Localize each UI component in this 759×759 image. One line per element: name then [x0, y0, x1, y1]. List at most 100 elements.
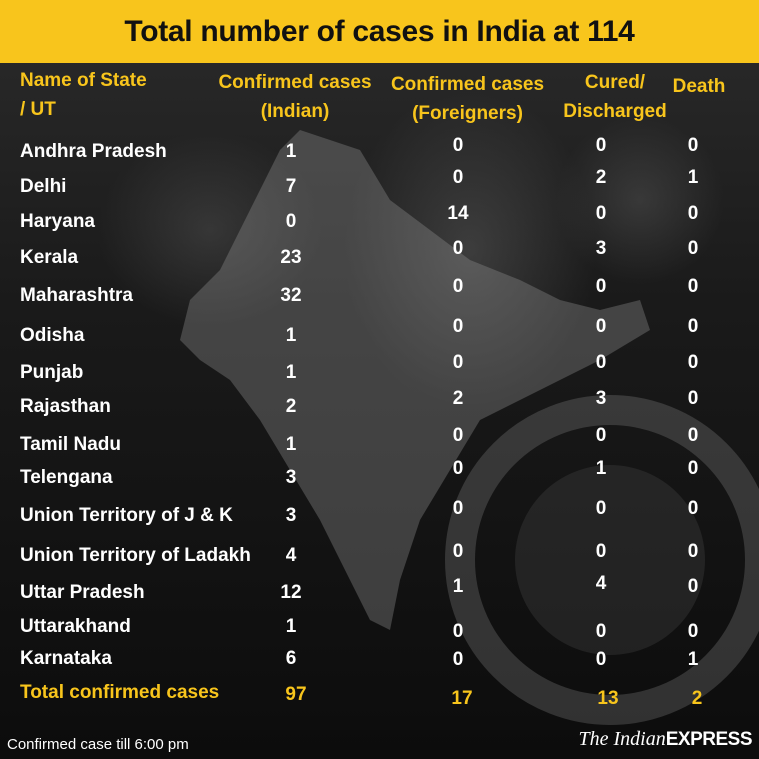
header-confirmed-indian: Confirmed cases (Indian)	[205, 68, 385, 126]
row-death: 0	[687, 425, 699, 446]
virus-illustration	[445, 395, 759, 725]
row-state-name: Tamil Nadu	[20, 434, 121, 455]
title-banner: Total number of cases in India at 114	[0, 0, 759, 63]
row-cured: 4	[595, 573, 607, 594]
row-confirmed-foreigners: 2	[452, 388, 464, 409]
brand-the-indian: The Indian	[578, 728, 666, 750]
row-confirmed-foreigners: 0	[452, 352, 464, 373]
row-state-name: Karnataka	[20, 648, 112, 669]
row-confirmed-indian: 2	[285, 396, 297, 417]
row-state-name: Haryana	[20, 211, 95, 232]
row-confirmed-foreigners: 0	[452, 425, 464, 446]
row-confirmed-foreigners: 0	[452, 167, 464, 188]
row-state-name: Maharashtra	[20, 285, 133, 306]
brand-logo: The Indian EXPRESS	[578, 728, 753, 751]
row-cured: 0	[595, 135, 607, 156]
row-cured: 0	[595, 316, 607, 337]
row-confirmed-indian: 7	[285, 176, 297, 197]
header-confirmed-foreigners-line2: (Foreigners)	[412, 103, 523, 124]
row-cured: 0	[595, 498, 607, 519]
row-death: 0	[687, 316, 699, 337]
row-cured: 3	[595, 388, 607, 409]
row-confirmed-foreigners: 0	[452, 621, 464, 642]
row-death: 0	[687, 388, 699, 409]
row-death: 1	[687, 649, 699, 670]
row-state-name: Odisha	[20, 325, 85, 346]
row-confirmed-foreigners: 0	[452, 276, 464, 297]
row-confirmed-indian: 1	[285, 362, 297, 383]
header-name-line1: Name of State	[20, 70, 147, 91]
header-confirmed-foreigners-line1: Confirmed cases	[390, 74, 545, 95]
total-confirmed-indian: 97	[285, 684, 307, 705]
row-cured: 1	[595, 458, 607, 479]
header-cured-line2: Discharged	[563, 101, 667, 122]
row-confirmed-foreigners: 0	[452, 135, 464, 156]
row-confirmed-indian: 6	[285, 648, 297, 669]
header-confirmed-indian-line2: (Indian)	[260, 101, 330, 122]
row-confirmed-indian: 3	[285, 467, 297, 488]
row-confirmed-indian: 32	[280, 285, 302, 306]
header-cured: Cured/ Discharged	[555, 68, 675, 126]
row-death: 0	[687, 498, 699, 519]
row-confirmed-foreigners: 0	[452, 649, 464, 670]
row-death: 0	[687, 238, 699, 259]
row-confirmed-foreigners: 0	[452, 541, 464, 562]
row-state-name: Punjab	[20, 362, 84, 383]
row-cured: 0	[595, 425, 607, 446]
footer-note: Confirmed case till 6:00 pm	[7, 736, 189, 753]
row-confirmed-indian: 12	[280, 582, 302, 603]
row-confirmed-foreigners: 0	[452, 238, 464, 259]
row-state-name: Telengana	[20, 467, 113, 488]
row-cured: 0	[595, 649, 607, 670]
row-cured: 0	[595, 621, 607, 642]
row-death: 0	[687, 203, 699, 224]
row-death: 0	[687, 458, 699, 479]
row-cured: 0	[595, 276, 607, 297]
row-death: 0	[687, 135, 699, 156]
row-state-name: Rajasthan	[20, 396, 111, 417]
row-confirmed-indian: 3	[285, 505, 297, 526]
row-state-name: Union Territory of Ladakh	[20, 545, 251, 566]
row-confirmed-foreigners: 0	[452, 458, 464, 479]
row-confirmed-foreigners: 14	[447, 203, 469, 224]
row-state-name: Kerala	[20, 247, 79, 268]
brand-express: EXPRESS	[665, 728, 753, 750]
header-name: Name of State / UT	[20, 66, 147, 124]
row-death: 1	[687, 167, 699, 188]
total-death: 2	[691, 688, 703, 709]
row-cured: 0	[595, 541, 607, 562]
row-cured: 2	[595, 167, 607, 188]
row-death: 0	[687, 541, 699, 562]
row-cured: 3	[595, 238, 607, 259]
row-confirmed-indian: 1	[285, 434, 297, 455]
header-name-line2: / UT	[20, 99, 56, 120]
row-death: 0	[687, 621, 699, 642]
row-confirmed-indian: 4	[285, 545, 297, 566]
row-confirmed-indian: 23	[280, 247, 302, 268]
row-death: 0	[687, 276, 699, 297]
row-state-name: Union Territory of J & K	[20, 505, 233, 526]
row-confirmed-indian: 0	[285, 211, 297, 232]
row-cured: 0	[595, 352, 607, 373]
row-state-name: Uttarakhand	[20, 616, 131, 637]
header-death: Death	[672, 76, 726, 97]
row-confirmed-foreigners: 1	[452, 576, 464, 597]
row-death: 0	[687, 576, 699, 597]
row-confirmed-indian: 1	[285, 325, 297, 346]
row-confirmed-indian: 1	[285, 141, 297, 162]
row-confirmed-indian: 1	[285, 616, 297, 637]
header-confirmed-indian-line1: Confirmed cases	[218, 72, 372, 93]
total-cured: 13	[597, 688, 619, 709]
india-map-silhouette	[180, 130, 650, 630]
total-confirmed-foreigners: 17	[451, 688, 473, 709]
total-label: Total confirmed cases	[20, 682, 220, 703]
page-title: Total number of cases in India at 114	[124, 14, 635, 48]
row-confirmed-foreigners: 0	[452, 316, 464, 337]
row-state-name: Uttar Pradesh	[20, 582, 145, 603]
row-state-name: Andhra Pradesh	[20, 141, 167, 162]
row-state-name: Delhi	[20, 176, 67, 197]
row-cured: 0	[595, 203, 607, 224]
header-cured-line1: Cured/	[584, 72, 646, 93]
